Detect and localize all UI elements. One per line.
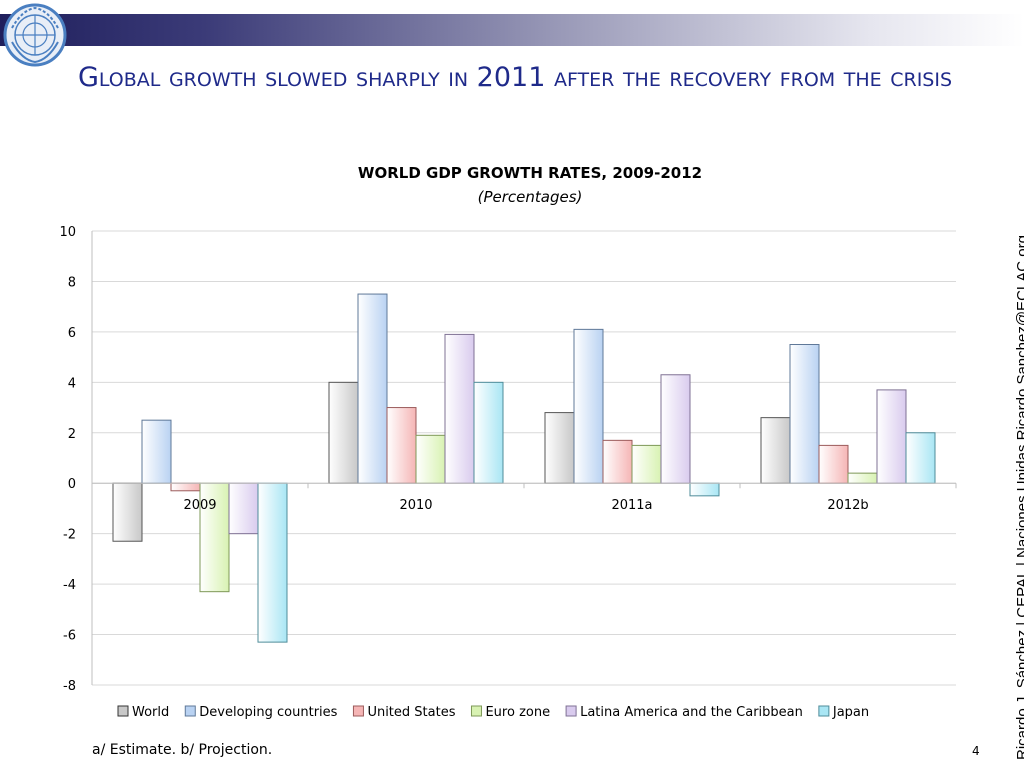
legend-swatch-united-states (352, 705, 364, 717)
y-tick-label: 2 (68, 427, 76, 442)
bar-united-states-2010 (386, 407, 417, 484)
legend-label-united-states: United States (367, 705, 455, 720)
legend-swatch-latina-america-and-the-caribbean (565, 705, 577, 717)
bar-euro-zone-2012b (847, 472, 878, 484)
bar-japan-2010 (473, 381, 504, 484)
bar-world-2010 (328, 381, 359, 484)
bar-latina-america-and-the-caribbean-2010 (444, 333, 475, 484)
bar-japan-2009 (257, 482, 288, 643)
bar-euro-zone-2009 (199, 482, 230, 593)
bar-united-states-2012b (818, 444, 849, 484)
legend-swatch-developing-countries (184, 705, 196, 717)
legend-swatch-japan (818, 705, 830, 717)
legend-swatch-euro-zone (470, 705, 482, 717)
un-emblem-icon (3, 3, 67, 67)
bar-latina-america-and-the-caribbean-2009 (228, 482, 259, 535)
bar-japan-2011a (689, 482, 720, 497)
chart-title: WORLD GDP GROWTH RATES, 2009-2012 (357, 164, 703, 182)
bar-developing-countries-2012b (789, 344, 820, 484)
bar-world-2012b (760, 417, 791, 484)
bar-world-2009 (112, 482, 143, 542)
bar-latina-america-and-the-caribbean-2011a (660, 374, 691, 484)
side-credit: Ricardo J. Sánchez | CEPAL | Naciones Un… (1014, 235, 1024, 760)
legend-label-japan: Japan (832, 705, 869, 720)
bar-united-states-2011a (602, 439, 633, 484)
slide-title: Global growth slowed sharply in 2011 aft… (77, 62, 953, 93)
y-tick-label: 6 (68, 326, 76, 341)
bar-developing-countries-2011a (573, 328, 604, 484)
bar-euro-zone-2010 (415, 434, 446, 484)
bar-japan-2012b (905, 432, 936, 484)
legend-label-developing-countries: Developing countries (199, 705, 337, 720)
page-number: 4 (972, 744, 980, 758)
y-tick-label: -6 (63, 629, 76, 644)
y-tick-label: -4 (63, 578, 76, 593)
footnote: a/ Estimate. b/ Projection. (92, 742, 273, 758)
legend-label-world: World (132, 705, 169, 720)
bar-united-states-2009 (170, 482, 201, 492)
bar-developing-countries-2009 (141, 419, 172, 484)
x-tick-label: 2012b (827, 498, 868, 513)
legend-label-latina-america-and-the-caribbean: Latina America and the Caribbean (580, 705, 803, 720)
y-tick-label: 10 (59, 225, 76, 240)
legend-label-euro-zone: Euro zone (485, 705, 550, 720)
legend-swatch-world (117, 705, 129, 717)
x-tick-label: 2010 (399, 498, 432, 513)
y-tick-label: 4 (68, 376, 76, 391)
x-tick-label: 2011a (611, 498, 652, 513)
y-tick-label: -2 (63, 528, 76, 543)
x-tick-label: 2009 (183, 498, 216, 513)
bar-latina-america-and-the-caribbean-2012b (876, 389, 907, 484)
bar-developing-countries-2010 (357, 293, 388, 484)
bar-world-2011a (544, 412, 575, 484)
chart-subtitle: (Percentages) (477, 188, 583, 206)
header-bar (0, 14, 1024, 46)
y-tick-label: -8 (63, 679, 76, 694)
y-tick-label: 8 (68, 275, 76, 290)
y-tick-label: 0 (68, 477, 76, 492)
bar-euro-zone-2011a (631, 444, 662, 484)
